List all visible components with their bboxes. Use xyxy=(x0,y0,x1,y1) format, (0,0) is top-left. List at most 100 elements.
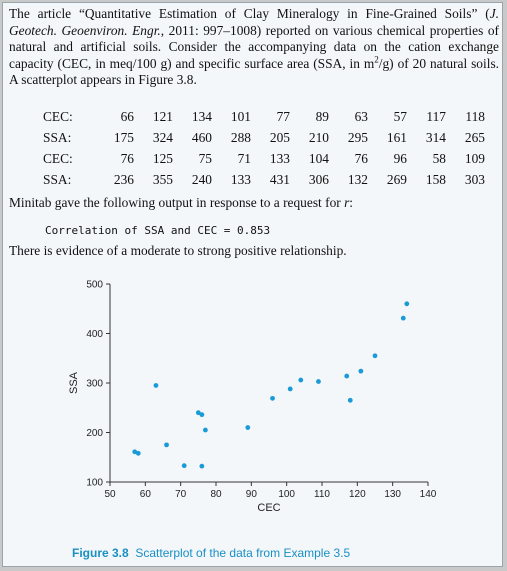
chart-axes: 50 60 70 80 90 100 110 120 130 140 100 200 300 400 500… xyxy=(68,280,437,515)
table-cell: 265 xyxy=(464,129,485,145)
data-point xyxy=(164,442,169,448)
textbook-page: The article “Quantitative Estimation of … xyxy=(2,2,503,567)
row-label: CEC: xyxy=(43,150,73,166)
figure-label: Figure 3.8 xyxy=(72,546,129,560)
data-point xyxy=(400,315,406,321)
data-point xyxy=(298,377,304,383)
figure-caption: Figure 3.8 Scatterplot of the data from … xyxy=(72,546,350,560)
row-label: SSA: xyxy=(43,171,72,187)
table-cell: 295 xyxy=(347,129,368,145)
x-tick-label: 120 xyxy=(349,489,366,500)
data-point xyxy=(372,353,378,359)
data-point xyxy=(344,373,350,379)
table-cell: 314 xyxy=(425,129,446,145)
data-point xyxy=(153,383,159,388)
chart-points xyxy=(132,301,410,469)
table-cell: 324 xyxy=(152,129,173,145)
table-cell: 104 xyxy=(308,150,329,166)
table-cell: 240 xyxy=(191,171,212,187)
table-cell: 303 xyxy=(464,171,485,187)
table-cell: 57 xyxy=(393,108,407,124)
data-point xyxy=(287,386,293,392)
x-tick-label: 80 xyxy=(210,489,222,500)
data-point xyxy=(135,450,141,456)
data-point xyxy=(199,463,205,469)
table-cell: 121 xyxy=(152,108,173,124)
minitab-output: Correlation of SSA and CEC = 0.853 xyxy=(45,224,271,237)
table-cell: 125 xyxy=(152,150,173,166)
figure-caption-text: Scatterplot of the data from Example 3.5 xyxy=(135,546,351,560)
table-cell: 96 xyxy=(393,150,407,166)
table-cell: 58 xyxy=(432,150,446,166)
table-row: CEC: 76 125 75 71 133 104 76 96 58 109 xyxy=(43,148,485,169)
intro-text-3: /g) of 20 natural soils. A scatterplot a… xyxy=(9,55,499,88)
y-tick-label: 300 xyxy=(86,379,103,390)
intro-text-1: The article “Quantitative Estimation of … xyxy=(9,6,490,21)
x-tick-label: 130 xyxy=(384,489,401,500)
unit-superscript: 2 xyxy=(374,54,379,65)
y-tick-label: 400 xyxy=(86,329,103,340)
table-cell: 89 xyxy=(315,108,329,124)
x-axis-label: CEC xyxy=(257,502,280,514)
table-cell: 101 xyxy=(230,108,251,124)
data-point xyxy=(270,395,275,401)
data-point xyxy=(195,410,201,416)
x-tick-label: 90 xyxy=(246,489,258,500)
table-cell: 431 xyxy=(269,171,290,187)
table-cell: 355 xyxy=(152,171,173,187)
table-row: SSA: 175 324 460 288 205 210 295 161 314 265 xyxy=(43,127,485,148)
data-point xyxy=(199,412,205,418)
minitab-colon: : xyxy=(349,195,354,210)
table-cell: 161 xyxy=(386,129,407,145)
table-cell: 288 xyxy=(230,129,251,145)
table-cell: 118 xyxy=(465,108,485,124)
table-cell: 75 xyxy=(198,150,212,166)
intro-text-2: , 2011: 997–1008) reported on various ch… xyxy=(9,22,499,71)
table-cell: 63 xyxy=(354,108,368,124)
table-cell: 76 xyxy=(354,150,368,166)
journal-name: J. Geotech. Geoenviron. Engr. xyxy=(9,6,499,38)
data-table: CEC: 66 121 134 101 77 89 63 57 117 118 SSA: 175 324 4… xyxy=(43,106,485,190)
x-tick-label: 100 xyxy=(278,489,295,500)
y-tick-label: 500 xyxy=(86,280,103,291)
x-tick-label: 140 xyxy=(420,489,437,500)
data-point xyxy=(181,463,187,469)
x-tick-label: 70 xyxy=(175,489,187,500)
table-cell: 175 xyxy=(113,129,134,145)
intro-paragraph: The article “Quantitative Estimation of … xyxy=(9,6,499,89)
data-point xyxy=(203,427,208,433)
row-label: SSA: xyxy=(43,129,72,145)
table-cell: 133 xyxy=(230,171,251,187)
evidence-line: There is evidence of a moderate to stron… xyxy=(9,243,347,258)
x-tick-label: 110 xyxy=(314,489,330,500)
table-cell: 132 xyxy=(347,171,368,187)
y-tick-label: 100 xyxy=(86,478,103,489)
table-cell: 236 xyxy=(113,171,134,187)
table-cell: 158 xyxy=(425,171,446,187)
data-point xyxy=(316,379,321,384)
table-cell: 306 xyxy=(308,171,329,187)
table-cell: 76 xyxy=(120,150,134,166)
table-cell: 117 xyxy=(426,108,446,124)
row-label: CEC: xyxy=(43,108,73,124)
data-point xyxy=(347,397,353,403)
x-tick-label: 60 xyxy=(140,489,152,500)
table-cell: 77 xyxy=(276,108,290,124)
table-row: SSA: 236 355 240 133 431 306 132 269 158 303 xyxy=(43,169,485,190)
table-cell: 109 xyxy=(464,150,485,166)
table-cell: 134 xyxy=(191,108,212,124)
table-cell: 205 xyxy=(269,129,290,145)
minitab-text: Minitab gave the following output in res… xyxy=(9,195,345,210)
table-cell: 66 xyxy=(120,108,134,124)
r-symbol: r xyxy=(344,195,350,210)
table-cell: 460 xyxy=(191,129,212,145)
table-cell: 71 xyxy=(237,150,251,166)
table-cell: 269 xyxy=(386,171,407,187)
table-row: CEC: 66 121 134 101 77 89 63 57 117 118 xyxy=(43,106,485,127)
data-point xyxy=(404,301,410,307)
y-tick-label: 200 xyxy=(86,428,103,439)
data-point xyxy=(245,425,251,430)
x-tick-label: 50 xyxy=(104,489,116,500)
scatterplot: 50 60 70 80 90 100 110 120 130 140 100 200 300 400 500… xyxy=(68,280,437,515)
minitab-line: Minitab gave the following output in res… xyxy=(9,195,499,211)
